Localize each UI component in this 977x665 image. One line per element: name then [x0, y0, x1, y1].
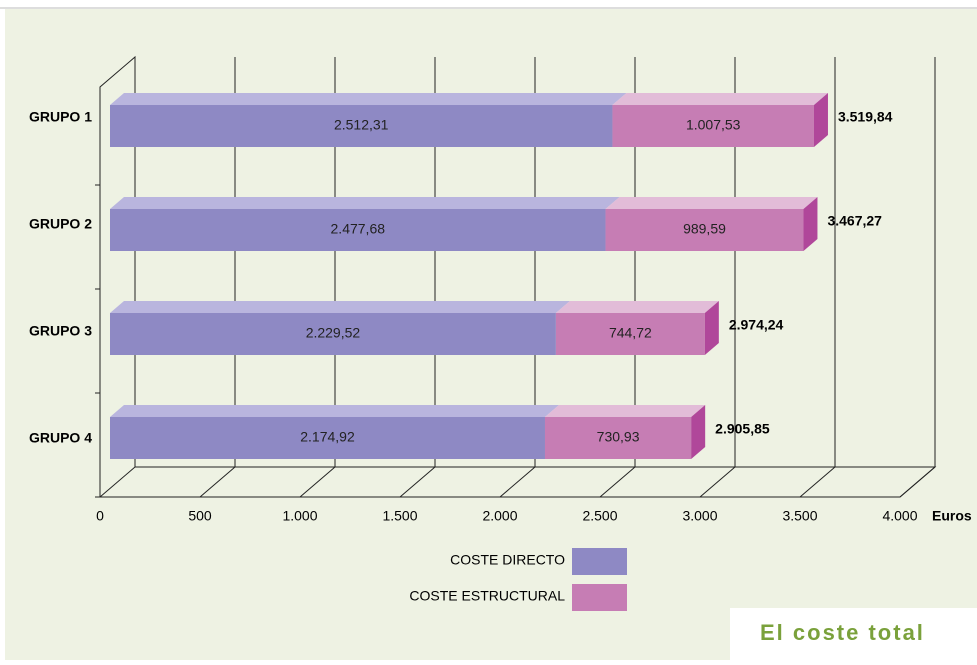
total-label: 2.974,24	[729, 317, 784, 333]
x-tick-label: 4.000	[882, 508, 917, 524]
x-tick-label: 1.500	[382, 508, 417, 524]
y-tick-label: GRUPO 4	[29, 430, 92, 446]
value-label: 989,59	[683, 221, 726, 237]
annotation: El coste total	[760, 620, 925, 645]
bar	[605, 209, 804, 251]
legend-swatch	[572, 584, 627, 611]
bar-top	[555, 301, 719, 313]
bar-side	[803, 197, 818, 251]
bar	[110, 209, 606, 251]
bar-top	[605, 197, 818, 209]
bar-side	[704, 301, 719, 355]
bar-top	[110, 405, 559, 417]
value-label: 730,93	[597, 429, 640, 445]
y-tick-label: GRUPO 3	[29, 323, 92, 339]
value-label: 744,72	[609, 325, 652, 341]
total-label: 3.519,84	[838, 109, 893, 125]
bar-top	[110, 301, 570, 313]
bar-side	[691, 405, 706, 459]
bar	[544, 417, 692, 459]
floor-tick	[499, 466, 536, 498]
bar	[555, 313, 705, 355]
floor-tick	[699, 466, 736, 498]
floor-tick	[199, 466, 236, 498]
x-tick-label: 500	[188, 508, 212, 524]
value-label: 2.174,92	[300, 429, 355, 445]
total-label: 2.905,85	[715, 421, 770, 437]
floor-tick	[299, 466, 336, 498]
floor-tick	[99, 466, 136, 498]
bar-top	[544, 405, 706, 417]
x-tick-label: 2.500	[582, 508, 617, 524]
value-label: 2.477,68	[331, 221, 386, 237]
bar-top	[110, 93, 627, 105]
bar-side	[813, 93, 828, 147]
value-label: 2.512,31	[334, 117, 389, 133]
y-tick-label: GRUPO 2	[29, 216, 92, 232]
floor-tick	[799, 466, 836, 498]
y-tick-label: GRUPO 1	[29, 109, 92, 125]
bar	[110, 417, 545, 459]
legend-label: COSTE ESTRUCTURAL	[409, 588, 565, 604]
total-label: 3.467,27	[827, 213, 882, 229]
floor-tick	[899, 466, 936, 498]
floor-tick	[599, 466, 636, 498]
bar	[110, 313, 556, 355]
bar-top	[110, 197, 620, 209]
x-tick-label: 3.500	[782, 508, 817, 524]
legend-swatch	[572, 548, 627, 575]
value-label: 2.229,52	[306, 325, 361, 341]
floor-tick	[399, 466, 436, 498]
bar	[110, 105, 613, 147]
caption-box	[730, 608, 977, 660]
x-tick-label: 2.000	[482, 508, 517, 524]
x-tick-label: 1.000	[282, 508, 317, 524]
x-tick-label: 0	[96, 508, 104, 524]
value-label: 1.007,53	[686, 117, 741, 133]
bar	[612, 105, 814, 147]
x-tick-label: 3.000	[682, 508, 717, 524]
x-axis-label: Euros	[932, 508, 972, 524]
bar-top	[612, 93, 828, 105]
legend-label: COSTE DIRECTO	[450, 552, 565, 568]
